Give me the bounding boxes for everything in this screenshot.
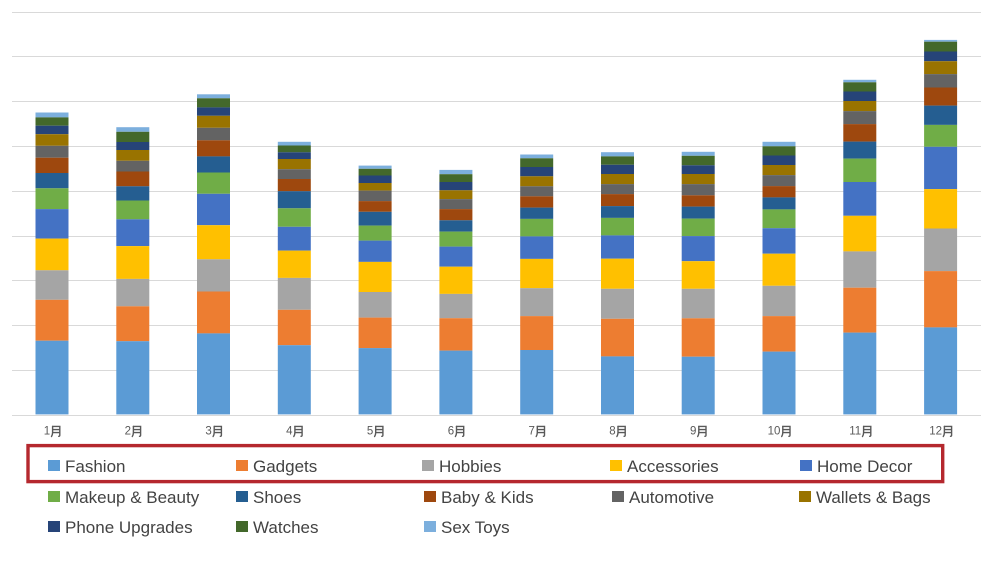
svg-text:Gadgets: Gadgets xyxy=(253,457,317,476)
svg-text:Automotive: Automotive xyxy=(629,488,714,507)
svg-text:6: 6 xyxy=(448,426,454,438)
svg-text:4: 4 xyxy=(286,426,293,438)
svg-text:Accessories: Accessories xyxy=(627,457,719,476)
svg-text:10: 10 xyxy=(768,426,781,438)
svg-text:Shoes: Shoes xyxy=(253,488,301,507)
svg-text:5: 5 xyxy=(367,426,373,438)
svg-text:12: 12 xyxy=(929,426,942,438)
svg-text:Phone Upgrades: Phone Upgrades xyxy=(65,518,193,537)
svg-text:9: 9 xyxy=(690,426,696,438)
svg-text:11: 11 xyxy=(849,426,861,438)
svg-text:8: 8 xyxy=(609,426,615,438)
svg-text:Wallets & Bags: Wallets & Bags xyxy=(816,488,931,507)
svg-text:1: 1 xyxy=(44,426,50,438)
svg-text:Sex Toys: Sex Toys xyxy=(441,518,510,537)
svg-text:Watches: Watches xyxy=(253,518,319,537)
svg-text:Baby & Kids: Baby & Kids xyxy=(441,488,534,507)
svg-text:Fashion: Fashion xyxy=(65,457,125,476)
svg-text:Hobbies: Hobbies xyxy=(439,457,501,476)
svg-text:Home Decor: Home Decor xyxy=(817,457,913,476)
svg-text:7: 7 xyxy=(528,426,534,438)
svg-text:3: 3 xyxy=(205,426,211,438)
svg-text:2: 2 xyxy=(125,426,131,438)
svg-text:Makeup & Beauty: Makeup & Beauty xyxy=(65,488,200,507)
